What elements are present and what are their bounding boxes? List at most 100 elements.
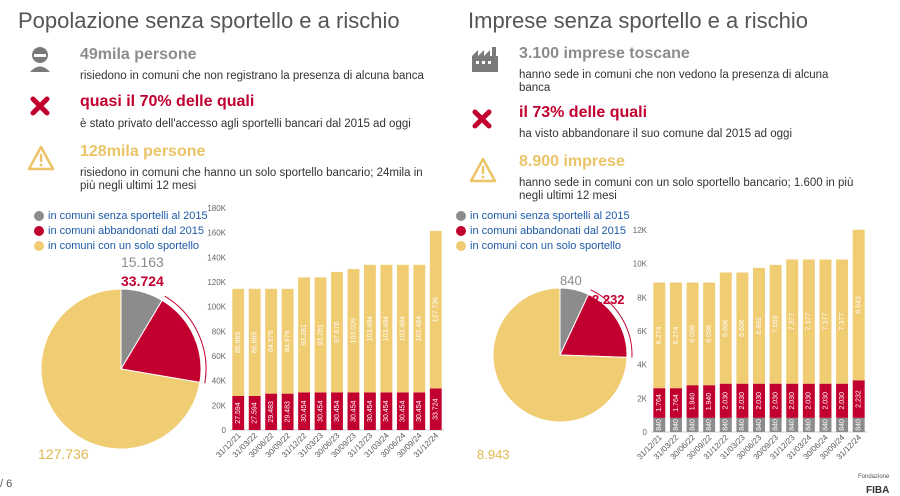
bar-segment <box>265 393 278 430</box>
left-panel: Popolazione senza sportello e a rischio … <box>18 8 424 253</box>
bar-segment <box>753 267 765 384</box>
bar-value-label: 93.281 <box>317 324 324 346</box>
pie-label: 127.736 <box>38 446 89 462</box>
bar-value-label: 8.943 <box>856 296 863 314</box>
bar-value-label: 2.030 <box>723 392 730 410</box>
bar-segment <box>686 282 699 386</box>
bar-segment <box>232 395 245 430</box>
y-tick-label: 2K <box>637 394 647 403</box>
bar-segment <box>281 393 294 430</box>
bar-value-label: 840 <box>856 419 863 431</box>
cross-icon <box>30 96 50 116</box>
bar-value-label: 6.274 <box>656 327 663 345</box>
bar-value-label: 6.274 <box>673 327 680 345</box>
bar-segment <box>669 282 682 389</box>
bar-value-label: 27.594 <box>252 402 259 424</box>
right-title: Imprese senza sportello e a rischio <box>468 8 808 33</box>
bar-value-label: 840 <box>706 419 713 431</box>
bar-value-label: 30.454 <box>367 400 374 422</box>
bar-value-label: 840 <box>772 419 779 431</box>
bar-segment <box>429 388 442 430</box>
person-icon <box>30 47 50 72</box>
y-tick-label: 8K <box>637 293 647 302</box>
pie-slice <box>559 293 628 358</box>
bar-segment <box>802 417 815 432</box>
bar-segment <box>380 264 393 393</box>
y-tick-label: 120K <box>207 278 226 287</box>
right-stat3-head: 8.900 imprese <box>519 153 625 170</box>
legend-dot <box>34 240 44 251</box>
bar-value-label: 6.882 <box>756 317 763 335</box>
bar-segment <box>331 271 343 393</box>
bar-value-label: 30.454 <box>416 400 423 422</box>
bar-value-label: 1.940 <box>706 393 713 411</box>
bar-value-label: 7.377 <box>822 313 829 331</box>
pie-label: 8.943 <box>477 447 510 462</box>
bar-value-label: 840 <box>689 419 696 431</box>
pie-highlight-arc <box>164 295 207 384</box>
bar-segment <box>802 259 815 384</box>
y-tick-label: 4K <box>637 361 647 370</box>
bar-segment <box>232 288 245 396</box>
bar-value-label: 2.232 <box>856 390 863 408</box>
bar-value-label: 840 <box>673 419 680 431</box>
pie-label: 2.232 <box>592 292 625 307</box>
bar-segment <box>248 395 261 430</box>
y-tick-label: 0 <box>643 428 648 437</box>
bar-segment <box>769 264 782 384</box>
bar-value-label: 33.724 <box>433 398 440 420</box>
bar-segment <box>753 417 765 432</box>
bar-segment <box>669 417 682 432</box>
bar-segment <box>786 383 799 418</box>
right-stat1-desc: hanno sede in comuni che non vedono la p… <box>519 69 829 94</box>
bar-value-label: 840 <box>789 419 796 431</box>
warning-icon <box>27 145 55 171</box>
bar-segment <box>703 417 716 432</box>
bar-segment <box>686 385 699 418</box>
bar-value-label: 30.454 <box>301 400 308 422</box>
bar-value-label: 840 <box>739 419 746 431</box>
bar-value-label: 30.454 <box>317 400 324 422</box>
bar-value-label: 97.676 <box>334 321 341 343</box>
pie-slice <box>40 288 201 450</box>
y-tick-label: 40K <box>212 377 227 386</box>
bar-segment <box>396 392 409 430</box>
pie-slice <box>120 299 202 383</box>
bar-chart-businesses: 02K4K6K8K10K12K8401.7646.27431/12/218401… <box>633 226 867 461</box>
legend-item-gray: in comuni senza sportelli al 2015 <box>34 208 208 223</box>
bar-segment <box>363 392 376 430</box>
y-tick-label: 60K <box>212 352 227 361</box>
bar-segment <box>852 380 865 418</box>
bar-segment <box>298 277 311 393</box>
bar-value-label: 29.483 <box>284 401 291 423</box>
bar-segment <box>786 417 799 432</box>
legend-item-red: in comuni abbandonati dal 2015 <box>34 223 208 238</box>
right-stat2-desc: ha visto abbandonare il suo comune dal 2… <box>519 128 793 140</box>
bar-value-label: 2.030 <box>756 392 763 410</box>
warning-icon <box>469 157 497 183</box>
brand-logo: Fondazione FIBA <box>858 474 890 496</box>
bar-segment <box>836 383 849 418</box>
bar-value-label: 6.606 <box>739 319 746 337</box>
bar-segment <box>413 392 426 430</box>
legend-dot <box>456 240 466 251</box>
bar-segment <box>819 383 832 418</box>
bar-value-label: 1.940 <box>689 393 696 411</box>
bar-value-label: 840 <box>839 419 846 431</box>
left-stat2-desc: è stato privato dell'accesso agli sporte… <box>80 118 411 130</box>
bar-value-label: 840 <box>756 419 763 431</box>
y-tick-label: 12K <box>633 226 648 235</box>
bar-value-label: 7.059 <box>772 315 779 333</box>
legend-dot <box>456 225 466 236</box>
bar-segment <box>802 383 815 418</box>
bar-segment <box>703 282 716 386</box>
bar-segment <box>819 417 832 432</box>
bar-value-label: 2.030 <box>822 392 829 410</box>
bar-value-label: 84.976 <box>284 330 291 352</box>
legend-item-yellow: in comuni con un solo sportello <box>34 238 208 253</box>
bar-value-label: 27.594 <box>235 402 242 424</box>
bar-value-label: 1.764 <box>673 394 680 412</box>
bar-value-label: 30.454 <box>334 400 341 422</box>
bar-segment <box>248 288 261 396</box>
bar-segment <box>719 417 732 432</box>
